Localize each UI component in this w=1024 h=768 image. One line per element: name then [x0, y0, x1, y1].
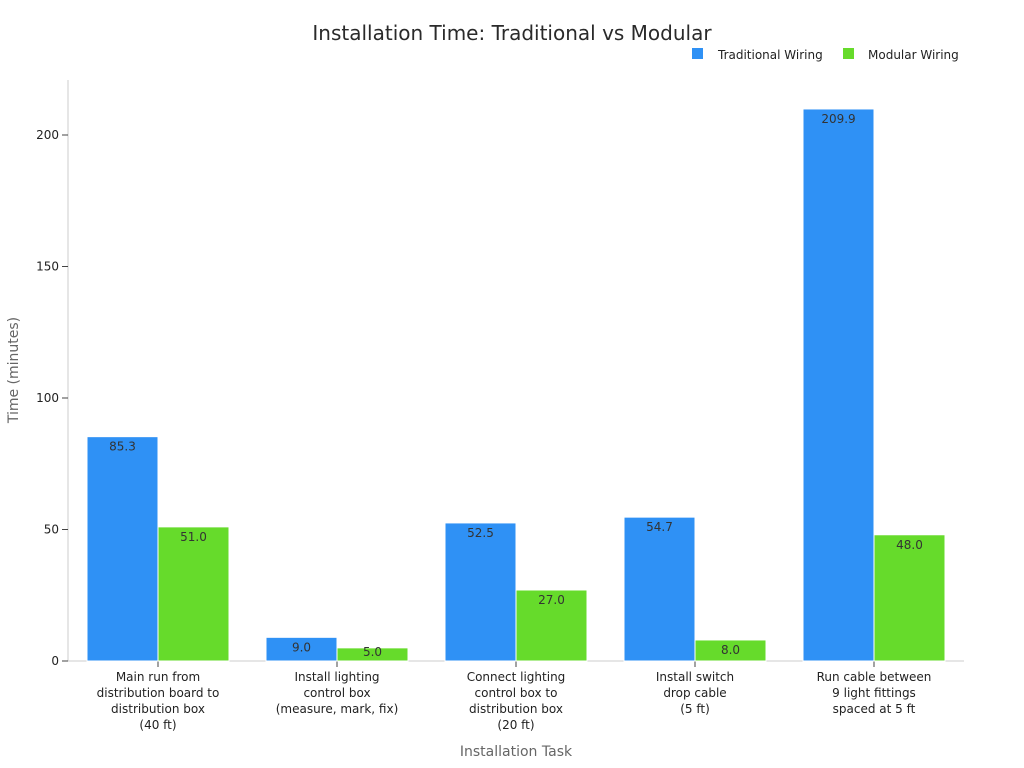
x-tick-label-line: drop cable [663, 686, 726, 700]
data-label: 54.7 [646, 520, 673, 534]
x-tick-label-line: control box to [475, 686, 558, 700]
x-tick-label-line: control box [303, 686, 370, 700]
x-tick-label-line: distribution box [469, 702, 563, 716]
y-tick-label: 150 [36, 260, 59, 274]
x-tick-label: Install switch drop cable (5 ft) [656, 670, 734, 716]
x-tick-label-line: Install switch [656, 670, 734, 684]
data-label: 209.9 [821, 112, 855, 126]
x-axis-title: Installation Task [460, 744, 573, 760]
x-tick-label-line: Connect lighting [467, 670, 566, 684]
data-labels: 85.3 9.0 52.5 54.7 209.9 51.0 5.0 27.0 8.0 48.0 [109, 112, 923, 659]
traditional-bar [86, 436, 159, 662]
x-tick-label-line: spaced at 5 ft [833, 702, 916, 716]
legend: Traditional Wiring Modular Wiring [692, 48, 959, 62]
data-label: 52.5 [467, 526, 494, 540]
x-tick-label-line: Main run from [116, 670, 200, 684]
data-label: 5.0 [363, 645, 382, 659]
modular-bar [515, 589, 588, 662]
y-tick-label: 50 [44, 523, 59, 537]
data-label: 8.0 [721, 643, 740, 657]
traditional-bar [623, 516, 696, 662]
x-tick-label-line: (5 ft) [680, 702, 710, 716]
bars [86, 108, 946, 662]
x-tick-label: Run cable between 9 light fittings spaced … [817, 670, 932, 716]
y-tick-label: 0 [51, 654, 59, 668]
data-label: 51.0 [180, 530, 207, 544]
x-tick-label: Install lighting control box (measure, mar… [276, 670, 399, 716]
modular-bar [336, 647, 409, 662]
modular-bar [157, 526, 230, 662]
y-axis-title: Time (minutes) [6, 317, 22, 424]
data-label: 27.0 [538, 593, 565, 607]
axes: 0 50 100 150 200 Main run from distribution bo… [36, 80, 964, 732]
x-tick-label-line: (measure, mark, fix) [276, 702, 399, 716]
x-tick-label: Main run from distribution board to distri… [97, 670, 220, 732]
legend-label: Traditional Wiring [717, 48, 823, 62]
y-tick-label: 100 [36, 391, 59, 405]
traditional-bar [802, 108, 875, 662]
x-tick-label-line: (20 ft) [497, 718, 534, 732]
traditional-bar [444, 522, 517, 662]
data-label: 48.0 [896, 538, 923, 552]
x-tick-label-line: distribution board to [97, 686, 220, 700]
modular-bar [873, 534, 946, 662]
chart-title: Installation Time: Traditional vs Modula… [312, 21, 712, 45]
x-tick-label-line: Run cable between [817, 670, 932, 684]
legend-label: Modular Wiring [868, 48, 959, 62]
legend-swatch [843, 48, 854, 59]
x-tick-label-line: Install lighting [294, 670, 379, 684]
x-tick-label-line: (40 ft) [139, 718, 176, 732]
legend-swatch [692, 48, 703, 59]
x-tick-label-line: distribution box [111, 702, 205, 716]
modular-bar [694, 639, 767, 662]
x-tick-label-line: 9 light fittings [832, 686, 916, 700]
data-label: 85.3 [109, 440, 136, 454]
data-label: 9.0 [292, 640, 311, 654]
y-tick-label: 200 [36, 128, 59, 142]
x-tick-label: Connect lighting control box to distributi… [467, 670, 566, 732]
